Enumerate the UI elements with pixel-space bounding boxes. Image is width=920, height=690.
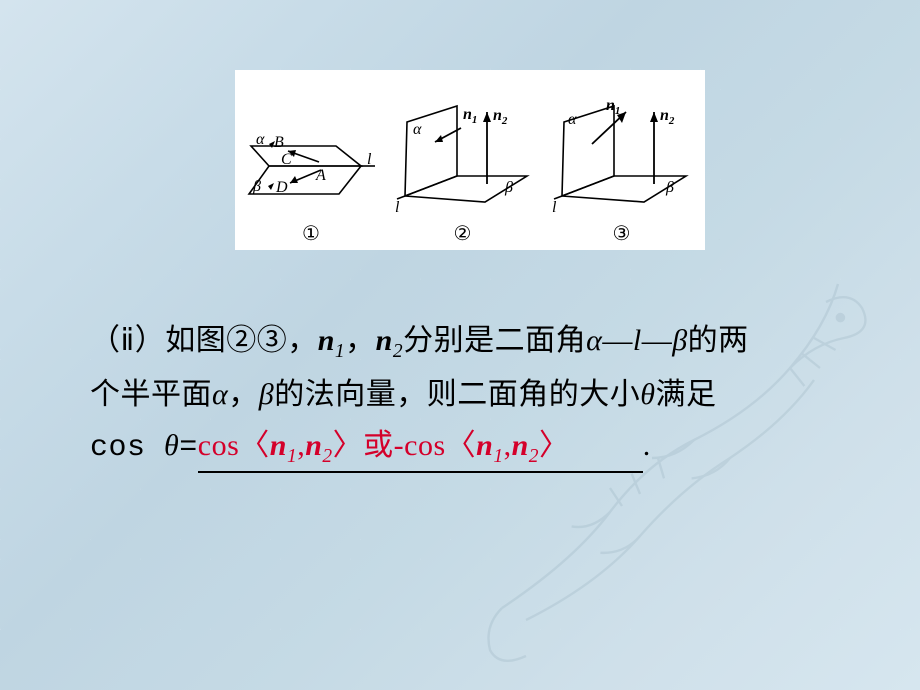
label-C: C — [281, 151, 292, 168]
t1-n2sub: 2 — [393, 341, 403, 362]
figure-label-1: ① — [302, 221, 320, 246]
label-n1-2: n1 — [463, 106, 477, 126]
an4s: 2 — [529, 446, 539, 467]
an2s: 2 — [322, 446, 332, 467]
t2-alpha: α — [212, 378, 228, 411]
t3-eq: = — [179, 431, 198, 465]
t1-n2: n — [376, 324, 393, 357]
an1: n — [270, 429, 287, 462]
diagram-3: α β l n1 n2 — [544, 84, 699, 219]
answer-text: cos〈n1,n2〉或-cos〈n1,n2〉 — [198, 429, 570, 462]
t1c: 分别是二面角 — [403, 324, 586, 357]
figure-label-2: ② — [454, 221, 472, 246]
t2c: 的法向量，则二面角的大小 — [274, 378, 640, 411]
an1s: 1 — [287, 446, 297, 467]
an3s: 1 — [493, 446, 503, 467]
period: . — [643, 429, 651, 462]
text-line-1: （ⅱ）如图②③，n1，n2分别是二面角α—l—β的两 — [90, 315, 850, 369]
label-alpha-2: α — [413, 121, 422, 138]
figure-box: α β B C A D l ① — [235, 70, 705, 250]
t2d: 满足 — [655, 378, 716, 411]
t3-theta: θ — [164, 429, 179, 462]
label-l-2: l — [395, 199, 400, 216]
label-A: A — [315, 167, 326, 184]
diagram-1: α β B C A D l — [241, 104, 381, 219]
body-text: （ⅱ）如图②③，n1，n2分别是二面角α—l—β的两 个半平面α，β的法向量，则… — [90, 315, 850, 475]
t2-beta: β — [259, 378, 274, 411]
ac3: 〉 — [539, 429, 570, 462]
ab: 〉或-cos〈 — [333, 429, 476, 462]
label-alpha-1: α — [256, 131, 265, 148]
label-beta-2: β — [504, 179, 513, 196]
t1-alpha: α — [586, 324, 602, 357]
t2b: ， — [228, 378, 259, 411]
t1-n1sub: 1 — [335, 341, 345, 362]
label-l-3: l — [552, 199, 557, 216]
t3-cos: cos — [90, 431, 164, 465]
an3: n — [476, 429, 493, 462]
subfigure-1: α β B C A D l ① — [241, 104, 381, 246]
label-B: B — [274, 134, 284, 151]
t2a: 个半平面 — [90, 378, 212, 411]
ac2: , — [504, 429, 512, 462]
t1d2: — — [642, 324, 673, 357]
t2-theta: θ — [640, 378, 655, 411]
t1d1: — — [602, 324, 633, 357]
label-beta-3: β — [665, 179, 674, 196]
an4: n — [512, 429, 529, 462]
subfigure-2: α β l n1 n2 ② — [385, 84, 540, 246]
t1-beta: β — [672, 324, 687, 357]
t1d: 的两 — [688, 324, 749, 357]
text-line-2: 个半平面α，β的法向量，则二面角的大小θ满足 — [90, 369, 850, 421]
diagram-2: α β l n1 n2 — [385, 84, 540, 219]
t1a: （ⅱ）如图②③， — [90, 324, 318, 357]
label-n2-2: n2 — [493, 107, 508, 127]
subfigure-3: α β l n1 n2 ③ — [544, 84, 699, 246]
label-alpha-3: α — [568, 111, 577, 128]
answer-blank: cos〈n1,n2〉或-cos〈n1,n2〉 — [198, 428, 643, 472]
figure-label-3: ③ — [613, 221, 631, 246]
label-l-1: l — [367, 151, 372, 168]
text-line-3: cos θ=cos〈n1,n2〉或-cos〈n1,n2〉. — [90, 420, 850, 475]
t1-l: l — [633, 324, 642, 357]
t1-n1: n — [318, 324, 335, 357]
aa: cos〈 — [198, 429, 270, 462]
label-D: D — [275, 179, 288, 196]
label-n2-3: n2 — [660, 107, 675, 127]
t1b: ， — [345, 324, 376, 357]
label-beta-1: β — [252, 178, 261, 195]
an2: n — [305, 429, 322, 462]
